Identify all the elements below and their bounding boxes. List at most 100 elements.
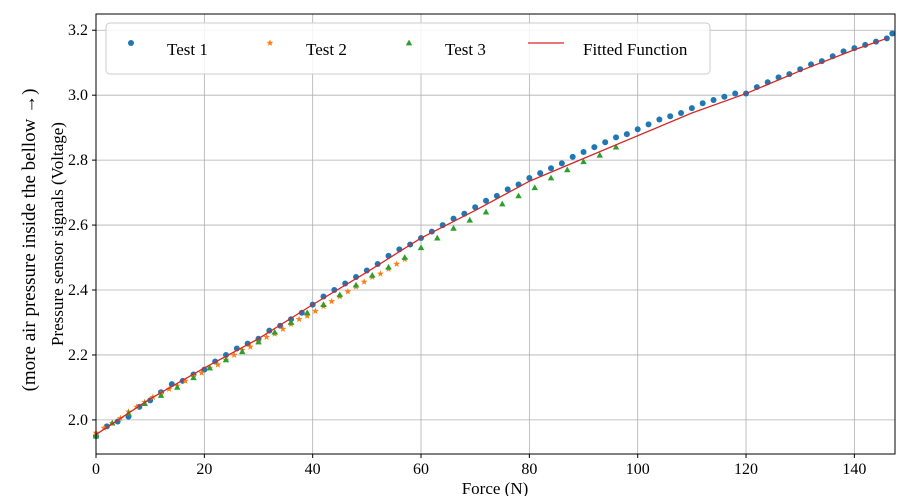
- data-point: [466, 216, 473, 223]
- data-point: [214, 361, 222, 368]
- data-point: [336, 291, 343, 298]
- data-point: [255, 338, 262, 345]
- y-tick-label: 2.0: [68, 412, 88, 429]
- data-point: [434, 234, 441, 241]
- legend: Test 1 Test 2 Test 3 Fitted Function: [105, 22, 711, 75]
- data-point: [596, 151, 604, 158]
- data-point: [548, 165, 555, 172]
- legend-entry-test-1: Test 1: [128, 40, 208, 59]
- data-point: [678, 110, 685, 117]
- legend-marker: [266, 39, 274, 46]
- data-points-layer: [92, 30, 896, 440]
- x-tick-label: 40: [305, 461, 321, 478]
- y-tick-label: 2.4: [68, 282, 88, 299]
- legend-marker: [405, 39, 413, 46]
- data-point: [504, 186, 511, 193]
- legend-entry-fitted-function: Fitted Function: [528, 40, 688, 59]
- fitted-function-line: [95, 37, 888, 436]
- x-tick-label: 140: [842, 461, 866, 478]
- data-point: [342, 280, 349, 287]
- data-point: [295, 315, 303, 323]
- data-point: [613, 134, 620, 141]
- data-point: [246, 343, 254, 350]
- data-point: [157, 392, 165, 398]
- data-point: [331, 287, 338, 294]
- data-point: [499, 200, 506, 207]
- data-point: [311, 307, 319, 315]
- legend-entry-test-2: Test 2: [266, 39, 347, 59]
- y-tick-label: 3.2: [68, 22, 88, 39]
- data-point: [883, 35, 890, 42]
- data-point: [287, 319, 295, 325]
- data-point: [537, 170, 544, 177]
- legend-label: Test 3: [445, 40, 486, 59]
- data-point: [721, 93, 728, 100]
- x-tick-label: 20: [196, 461, 212, 478]
- x-tick-label: 120: [734, 461, 758, 478]
- x-axis-ticks: 0 20 40 60 80 100 120 140: [92, 454, 866, 478]
- plot-frame: [95, 13, 896, 455]
- data-point: [100, 424, 108, 431]
- data-point: [699, 100, 706, 107]
- data-point: [547, 174, 555, 181]
- data-point: [344, 288, 352, 295]
- data-point: [612, 143, 620, 150]
- data-point: [109, 419, 116, 426]
- y-axis-outer-label: (more air pressure inside the bellow →): [19, 89, 40, 392]
- data-point: [531, 184, 539, 191]
- data-point: [222, 356, 230, 363]
- data-point: [320, 301, 327, 308]
- data-point: [181, 377, 189, 384]
- x-tick-label: 60: [413, 461, 429, 478]
- data-point: [526, 174, 533, 181]
- legend-entry-test-3: Test 3: [405, 39, 486, 59]
- data-point: [580, 149, 587, 156]
- y-tick-label: 2.6: [68, 217, 88, 234]
- legend-label: Test 2: [306, 40, 347, 59]
- data-point: [667, 113, 674, 120]
- data-point: [198, 369, 206, 376]
- data-point: [360, 278, 368, 285]
- data-point: [558, 160, 565, 167]
- data-point: [569, 153, 576, 160]
- data-point: [688, 105, 695, 112]
- data-point: [634, 126, 641, 133]
- data-point: [133, 403, 141, 410]
- y-tick-label: 3.0: [68, 87, 88, 104]
- data-point: [230, 351, 238, 358]
- data-point: [889, 30, 896, 37]
- data-point: [623, 131, 630, 138]
- data-point: [271, 328, 278, 335]
- data-point: [732, 90, 739, 97]
- data-point: [190, 374, 197, 381]
- legend-marker: [128, 40, 134, 46]
- legend-label: Test 1: [167, 40, 208, 59]
- data-point: [363, 267, 370, 274]
- y-tick-label: 2.2: [68, 347, 88, 364]
- data-point: [303, 312, 311, 319]
- y-axis-label: Pressure sensor signals (Voltage): [48, 122, 67, 346]
- data-point: [385, 263, 392, 270]
- data-point: [450, 224, 457, 231]
- x-tick-label: 80: [521, 461, 537, 478]
- y-tick-label: 2.8: [68, 152, 88, 169]
- data-point: [239, 348, 246, 355]
- legend-label: Fitted Function: [583, 40, 688, 59]
- data-point: [369, 272, 376, 278]
- data-point: [352, 281, 360, 288]
- data-point: [580, 158, 587, 165]
- legend-box: [105, 22, 711, 75]
- data-point: [320, 293, 327, 300]
- x-axis-label: Force (N): [462, 479, 529, 496]
- data-point: [515, 192, 522, 199]
- data-point: [141, 400, 148, 407]
- data-point: [263, 333, 271, 341]
- data-point: [602, 139, 609, 146]
- data-point: [645, 121, 652, 128]
- data-point: [279, 325, 287, 332]
- data-point: [482, 208, 490, 215]
- data-point: [401, 254, 408, 260]
- data-point: [376, 270, 384, 277]
